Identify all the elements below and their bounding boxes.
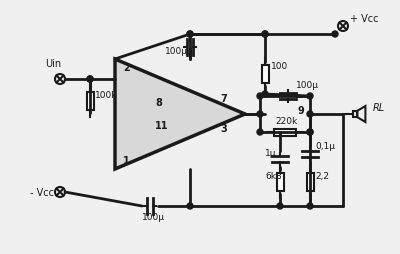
Circle shape [332, 31, 338, 37]
Bar [276, 173, 284, 191]
Text: 100µ: 100µ [296, 81, 318, 90]
Circle shape [87, 76, 93, 82]
Text: 2: 2 [123, 63, 130, 73]
Text: 3: 3 [220, 124, 227, 134]
Text: 1µ: 1µ [265, 149, 276, 158]
Text: 100k: 100k [95, 91, 118, 100]
Text: 8: 8 [155, 98, 162, 108]
Text: 11: 11 [155, 121, 168, 131]
Circle shape [257, 93, 263, 99]
Circle shape [307, 111, 313, 117]
Text: 220k: 220k [275, 117, 297, 126]
Text: 2,2: 2,2 [315, 172, 329, 181]
Circle shape [277, 203, 283, 209]
Circle shape [307, 93, 313, 99]
Text: 9: 9 [298, 106, 305, 116]
Text: - Vcc: - Vcc [30, 188, 54, 198]
Text: 7: 7 [220, 94, 227, 104]
Text: 1: 1 [123, 156, 130, 166]
Circle shape [262, 31, 268, 37]
Text: 100µ: 100µ [142, 213, 165, 222]
Bar [274, 129, 296, 135]
Bar [262, 65, 268, 83]
Text: 0,1µ: 0,1µ [315, 142, 335, 151]
Circle shape [87, 76, 93, 82]
Bar [353, 111, 358, 117]
Bar [306, 173, 314, 191]
Text: + Vcc: + Vcc [350, 14, 378, 24]
Circle shape [187, 31, 193, 37]
Polygon shape [115, 59, 245, 169]
Circle shape [187, 31, 193, 37]
Text: RL: RL [373, 103, 385, 113]
Text: 6k8: 6k8 [265, 172, 282, 181]
Text: 100µ: 100µ [165, 47, 188, 56]
Circle shape [257, 129, 263, 135]
Text: Uin: Uin [45, 59, 61, 69]
Circle shape [262, 91, 268, 97]
Circle shape [307, 129, 313, 135]
Circle shape [307, 203, 313, 209]
Text: 100: 100 [271, 62, 288, 71]
Circle shape [257, 111, 263, 117]
Circle shape [187, 203, 193, 209]
Circle shape [307, 129, 313, 135]
Circle shape [262, 31, 268, 37]
Bar [86, 92, 94, 110]
